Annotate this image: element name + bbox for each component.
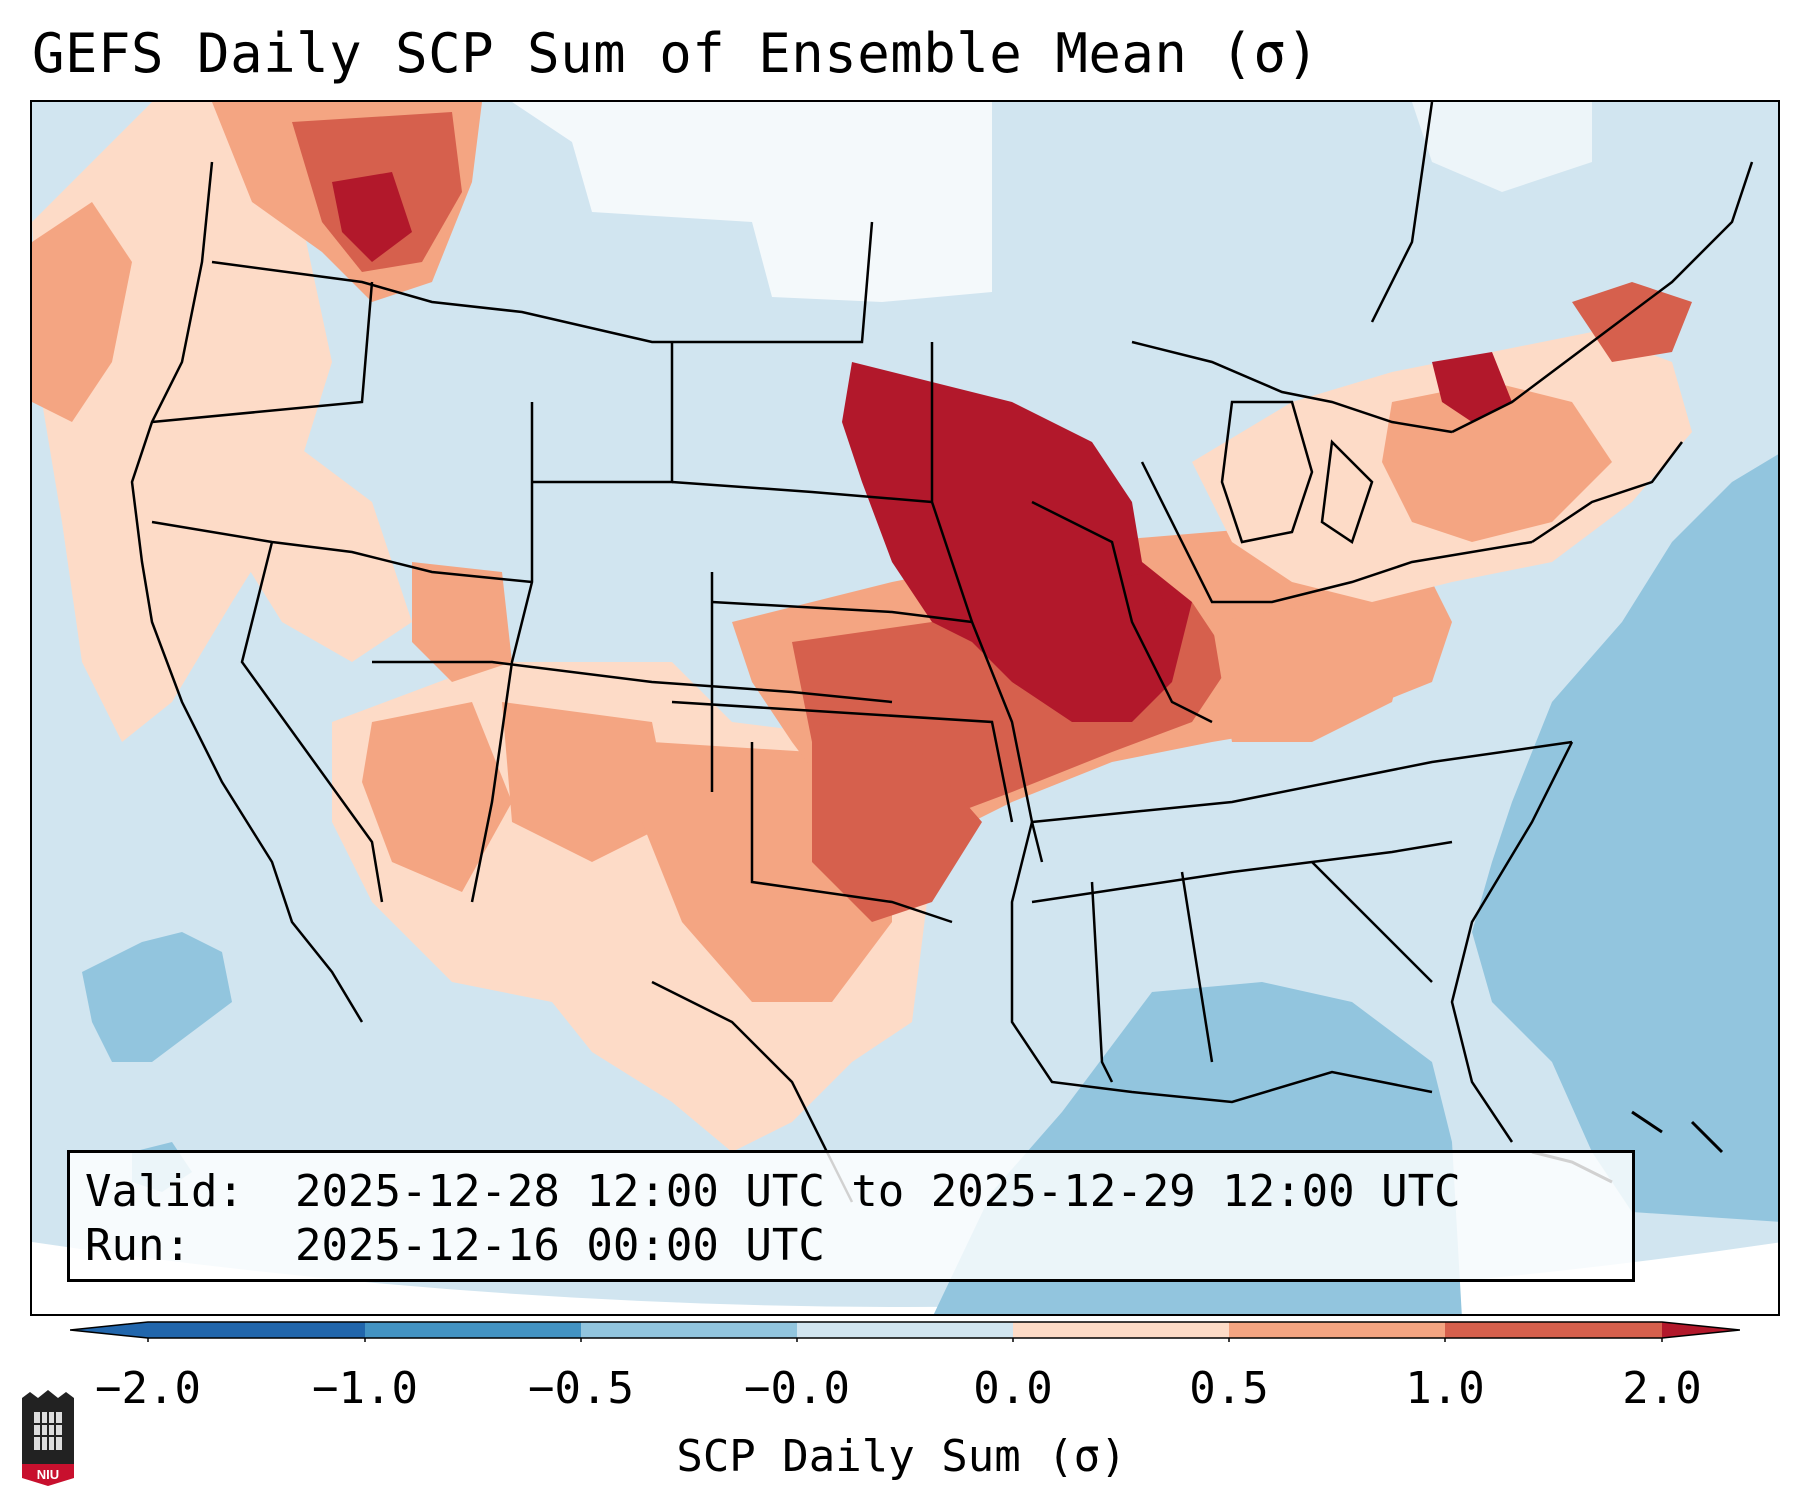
new-england-south: [1531, 441, 1683, 544]
oregon-border: [151, 281, 374, 424]
tick-label-5: 0.5: [1189, 1363, 1269, 1414]
tick-label-0: −2.0: [95, 1363, 201, 1414]
map-panel: [30, 100, 1780, 1316]
colorbar-bin-2: [581, 1322, 797, 1338]
arizona-warm: [362, 702, 512, 892]
new-mexico-warm: [502, 702, 672, 862]
utah-colorado-south: [372, 660, 893, 704]
run-label: Run:: [85, 1220, 191, 1271]
west-coastline: [130, 161, 364, 1023]
michigan-lp: [1320, 439, 1374, 544]
colorbar-ticks: [147, 1338, 1663, 1342]
upstate-core: [1432, 352, 1512, 422]
iowa-missouri-west: [930, 342, 1044, 863]
map-canvas: [32, 102, 1778, 1314]
colorbar-extend-low: [70, 1322, 148, 1338]
bahamas-2: [1690, 1120, 1724, 1154]
tennessee-north: [1031, 740, 1573, 824]
lake-michigan: [1220, 400, 1314, 544]
ohio-border: [1140, 461, 1533, 604]
pnw-core: [332, 172, 412, 262]
atlantic-anomaly: [1472, 454, 1778, 1222]
tick-label-2: −0.5: [528, 1363, 634, 1414]
georgia-sc: [1311, 861, 1433, 983]
colorbar-bin-3: [797, 1322, 1013, 1338]
mountain-border-1: [470, 402, 534, 903]
pacific-patch-1: [82, 932, 232, 1062]
niu-logo-icon: NIU: [22, 1390, 74, 1486]
nevada-east-border: [240, 541, 384, 903]
oklahoma-hot: [812, 722, 982, 922]
alabama-georgia: [1180, 871, 1214, 1063]
colorbar-bin-6: [1445, 1322, 1662, 1338]
map-title: GEFS Daily SCP Sum of Ensemble Mean (σ): [32, 22, 1320, 85]
mississippi-river: [1031, 500, 1213, 724]
quebec-border: [1370, 102, 1434, 323]
colorbar-bin-1: [365, 1322, 581, 1338]
north-plains-null: [512, 102, 992, 302]
valid-row: Valid: 2025-12-28 12:00 UTC to 2025-12-29…: [85, 1165, 1632, 1219]
tick-label-4: 0.0: [973, 1363, 1053, 1414]
great-lakes-shore: [1131, 340, 1453, 434]
colorbar-bin-4: [1013, 1322, 1229, 1338]
valid-info-box: Valid: 2025-12-28 12:00 UTC to 2025-12-29…: [67, 1150, 1635, 1282]
great-basin-warm: [212, 442, 412, 662]
mississippi-alabama: [1090, 881, 1114, 1083]
colorbar-bin-5: [1229, 1322, 1445, 1338]
new-england-hot: [1572, 282, 1692, 362]
bahamas-1: [1631, 1110, 1663, 1134]
colorbar: [70, 1321, 1740, 1342]
colorbar-bin-0: [148, 1322, 365, 1338]
gulf-coastline: [1010, 821, 1433, 1104]
valid-label: Valid:: [85, 1166, 244, 1217]
northeast-hot: [1382, 382, 1612, 542]
canada-border-west: [211, 221, 874, 344]
tick-label-1: −1.0: [312, 1363, 418, 1414]
nebraska-north: [671, 480, 933, 504]
run-row: Run: 2025-12-16 00:00 UTC: [85, 1219, 1632, 1273]
utah-warm: [412, 562, 512, 682]
northeast-coast: [1451, 161, 1754, 434]
valid-value: 2025-12-28 12:00 UTC to 2025-12-29 12:00…: [295, 1166, 1461, 1217]
ohio-valley-warm: [1212, 602, 1412, 742]
oklahoma-border: [750, 742, 953, 924]
run-value: 2025-12-16 00:00 UTC: [295, 1220, 825, 1271]
tick-label-7: 2.0: [1622, 1363, 1702, 1414]
tick-label-6: 1.0: [1405, 1363, 1485, 1414]
tick-label-3: −0.0: [744, 1363, 850, 1414]
offshore-warm: [32, 202, 132, 422]
kansas-south: [671, 700, 1014, 823]
svg-text:NIU: NIU: [37, 1467, 59, 1482]
colorbar-extend-high: [1662, 1322, 1740, 1338]
nevada-north-border: [151, 520, 533, 584]
colorbar-label: SCP Daily Sum (σ): [676, 1431, 1127, 1482]
kansas-north: [711, 600, 973, 624]
boundaries: [130, 102, 1754, 1203]
canada-null: [1412, 102, 1592, 192]
east-coastline: [1450, 741, 1574, 1143]
